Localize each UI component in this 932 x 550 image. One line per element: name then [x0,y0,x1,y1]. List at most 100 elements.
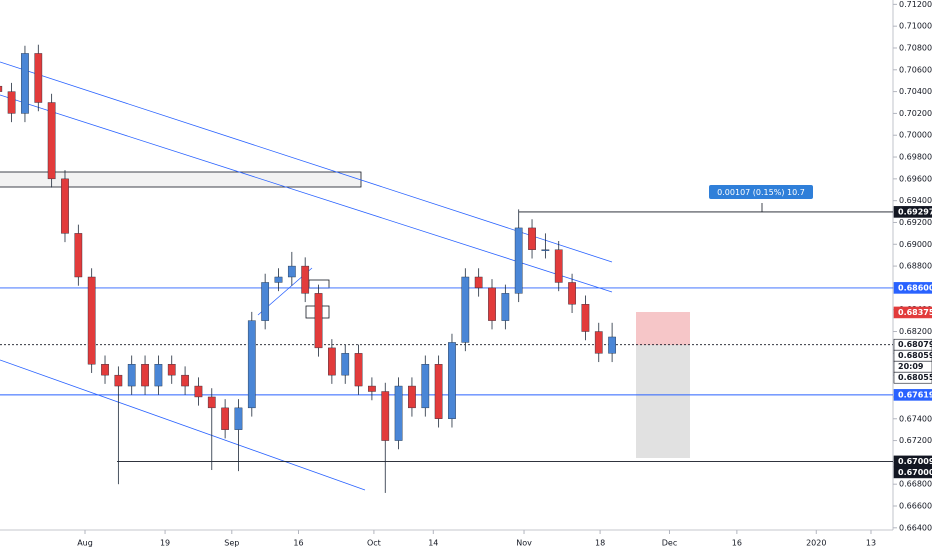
candle-body [127,364,136,387]
candle-body [608,336,616,354]
x-tick-label: Nov [516,539,532,548]
price-tag-label: 0.68079 [898,340,932,349]
candle-body [394,385,403,441]
candle-body [354,353,363,387]
x-tick-label: 16 [293,539,303,548]
candle-body [87,276,96,365]
price-tag-label: 0.68059 [898,351,932,360]
candle-body [488,287,496,321]
price-tag-label: 0.68375 [898,308,932,317]
x-tick-label: Oct [367,539,381,548]
x-tick-label: 18 [595,539,605,548]
candle-body [594,331,603,354]
candle-body [207,396,216,409]
candle-body [101,364,109,376]
price-tag [893,371,932,384]
candle-body [341,353,350,376]
candle-body [301,265,310,294]
price-tag-label: 0.67000 [898,468,932,477]
price-tag [893,389,932,401]
candle-body [421,364,430,409]
y-tick-label: 0.70800 [899,43,932,52]
x-tick-label: Dec [662,539,677,548]
candle-body [474,276,483,289]
x-tick-label: 2020 [806,539,826,548]
y-tick-label: 0.66800 [899,480,932,489]
price-tag-label: 0.68055 [898,373,932,382]
candle-body [328,347,336,376]
y-tick-label: 0.67400 [899,414,932,423]
y-tick-label: 0.69200 [899,218,932,227]
candle-body [154,364,163,387]
candle-body [141,364,149,387]
x-tick-label: 14 [428,539,438,548]
candle-body [234,407,243,430]
candle-body [181,374,189,387]
candle-body [7,91,16,114]
x-tick-label: 16 [732,539,742,548]
channel-line [0,94,613,293]
candle-body [274,276,283,283]
stop-zone [636,312,690,345]
price-tag [893,466,932,479]
candle-body [221,407,229,430]
y-tick-label: 0.67200 [899,436,932,445]
drawings: 0.00107 (0.15%) 10.7 [0,61,813,491]
candle-body [47,102,56,180]
price-tag [893,206,932,218]
candle-body [0,85,3,92]
price-tag-label: 20:09 [898,362,924,371]
y-tick-label: 0.69400 [899,196,932,205]
y-tick-label: 0.69800 [899,153,932,162]
x-tick-label: Sep [224,539,239,548]
candle-body [541,249,550,251]
candle-body [501,293,510,321]
candle-body [247,320,256,409]
candle-body [61,178,69,234]
measure-box [709,185,813,199]
y-tick-label: 0.69000 [899,240,932,249]
zone-box [0,171,362,188]
price-tag [893,282,932,294]
price-tag-label: 0.69297 [898,207,932,216]
measure-label: 0.00107 (0.15%) 10.7 [717,188,805,197]
channel-line [0,359,366,491]
y-tick-label: 0.68800 [899,262,932,271]
price-tag-label: 0.68600 [898,283,932,292]
candle-body [194,385,203,398]
candle-body [114,374,123,387]
candle-body [514,227,523,294]
candle-body [21,53,29,114]
candle-body [261,282,270,321]
candle-body [528,227,536,250]
candle-body [368,385,376,392]
y-tick-label: 0.66600 [899,502,932,511]
candle-body [74,233,83,278]
channel-line [0,61,613,263]
candle-body [448,342,456,419]
x-tick-label: Aug [77,539,93,548]
y-tick-label: 0.70600 [899,65,932,74]
candle-body [34,53,43,103]
x-tick-label: 19 [160,539,170,548]
candle-body [461,276,470,343]
y-tick-label: 0.69600 [899,174,932,183]
candle-body [167,364,176,376]
x-tick-label: 13 [866,539,876,548]
y-tick-label: 0.70400 [899,87,932,96]
candle-body [381,391,390,441]
candle-body [314,293,323,349]
y-tick-label: 0.71200 [899,0,932,9]
candle-body [434,364,443,419]
price-tag-label: 0.67009 [898,457,932,466]
y-tick-label: 0.70200 [899,109,932,118]
price-tag [893,306,932,319]
candle-body [287,265,296,278]
candle-body [581,304,590,332]
y-tick-label: 0.68200 [899,327,932,336]
y-tick-label: 0.66400 [899,523,932,532]
y-tick-label: 0.71000 [899,22,932,31]
candle-body [568,282,576,305]
